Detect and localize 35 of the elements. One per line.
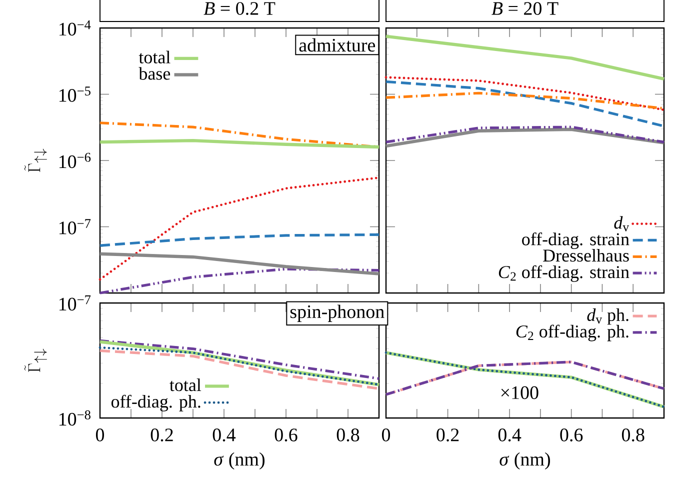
- x-tick-label: 0.8: [622, 428, 644, 442]
- x-tick-label: 0.2: [436, 428, 459, 442]
- legend-label: off-diag. strain: [522, 232, 630, 250]
- legend-label: d$_{v}$ ph.: [587, 308, 628, 325]
- x-axis-title: σ (nm): [214, 452, 264, 470]
- y-tick-label: 10$^{−6}$: [59, 152, 91, 168]
- legend-label: off-diag. ph.: [111, 394, 200, 412]
- y-tick-label: 10$^{−5}$: [59, 86, 90, 102]
- chart-title: B = 20 T: [492, 2, 558, 15]
- x-tick-label: 0.6: [560, 428, 583, 442]
- legend-label: Dresselhaus: [543, 248, 629, 262]
- y-axis-title: $\tilde{\Gamma}_{\uparrow\downarrow}$: [24, 348, 47, 372]
- legend-label: base: [138, 67, 170, 80]
- x-tick-label: 0.4: [212, 428, 236, 442]
- legend-label: total: [138, 50, 170, 64]
- legend-label: C$_{2}$ off-diag. strain: [498, 265, 630, 282]
- annotation: ×100: [501, 386, 538, 400]
- x-tick-label: 0.2: [150, 428, 173, 442]
- y-tick-label: 10$^{−7}$: [59, 295, 91, 311]
- x-tick-label: 0: [382, 428, 390, 442]
- x-axis-title: σ (nm): [500, 452, 550, 470]
- x-tick-label: 0.6: [274, 428, 298, 442]
- legend-label: C$_{2}$ off-diag. ph.: [516, 324, 628, 342]
- y-tick-label: 10$^{−7}$: [59, 219, 91, 234]
- legend-label: d$_{v}$: [614, 216, 630, 232]
- x-tick-label: 0: [96, 428, 104, 442]
- y-tick-label: 10$^{−4}$: [59, 20, 91, 36]
- x-tick-label: 0.8: [336, 428, 360, 442]
- annotation: admixture: [299, 38, 376, 52]
- legend-label: total: [170, 378, 202, 392]
- annotation: spin-phonon: [290, 304, 384, 322]
- y-tick-label: 10$^{−8}$: [59, 410, 90, 426]
- y-axis-title: $\tilde{\Gamma}_{\uparrow\downarrow}$: [24, 148, 47, 172]
- chart-title: B = 0.2 T: [204, 2, 276, 15]
- x-tick-label: 0.4: [498, 428, 522, 442]
